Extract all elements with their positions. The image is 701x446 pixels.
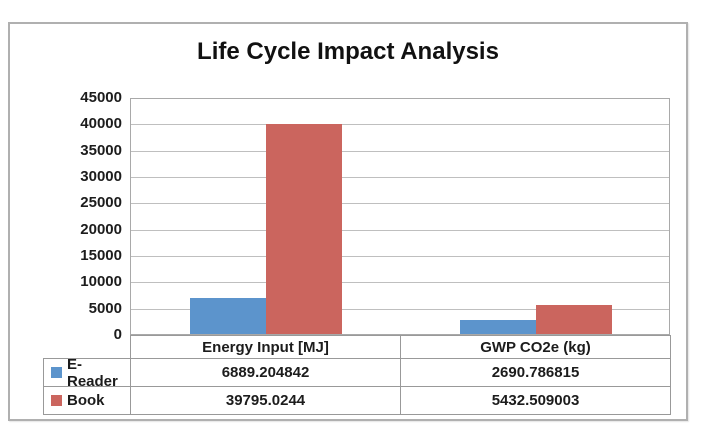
y-axis-label: 20000: [80, 220, 122, 238]
y-axis-label: 0: [113, 326, 122, 343]
y-axis-label: 35000: [80, 141, 122, 159]
y-axis-label: 30000: [80, 168, 122, 185]
y-axis: 45000 40000 35000 30000 25000 20000 15000 10000…: [38, 89, 122, 344]
table-cell-book-gwp: 5432.509003: [400, 386, 671, 415]
y-axis-label: 45000: [80, 89, 122, 106]
book-legend-swatch: [51, 395, 62, 406]
bar-e-reader-0: [190, 297, 266, 334]
legend-label: E-Reader: [67, 355, 118, 390]
gridline: [131, 124, 669, 126]
gridline: [131, 256, 669, 257]
category-header-gwp: GWP CO2e (kg): [400, 335, 671, 359]
bar-book-1: [536, 305, 612, 334]
gridline: [131, 203, 669, 205]
y-axis-label: 25000: [80, 194, 122, 212]
legend-item-e-reader: E-Reader: [43, 355, 131, 390]
y-axis-label: 10000: [80, 273, 122, 291]
y-axis-label: 5000: [88, 299, 122, 317]
legend-item-book: Book: [43, 386, 131, 415]
bar-book-0: [266, 124, 342, 334]
category-header-energy: Energy Input [MJ]: [130, 335, 401, 359]
table-cell-e-reader-energy: 6889.204842: [130, 358, 401, 387]
gridline: [131, 282, 669, 284]
gridline: [131, 177, 669, 178]
gridline: [131, 150, 669, 152]
e-reader-legend-swatch: [51, 367, 62, 378]
y-axis-label: 40000: [80, 115, 122, 133]
gridline: [131, 308, 669, 310]
gridline: [131, 229, 669, 231]
plot-area: [130, 98, 670, 335]
table-cell-e-reader-gwp: 2690.786815: [400, 358, 671, 387]
chart-title: Life Cycle Impact Analysis: [197, 38, 499, 65]
table-cell-book-energy: 39795.0244: [130, 386, 401, 415]
y-axis-label: 15000: [80, 247, 122, 264]
legend-label: Book: [67, 392, 105, 409]
bar-e-reader-1: [460, 319, 536, 334]
